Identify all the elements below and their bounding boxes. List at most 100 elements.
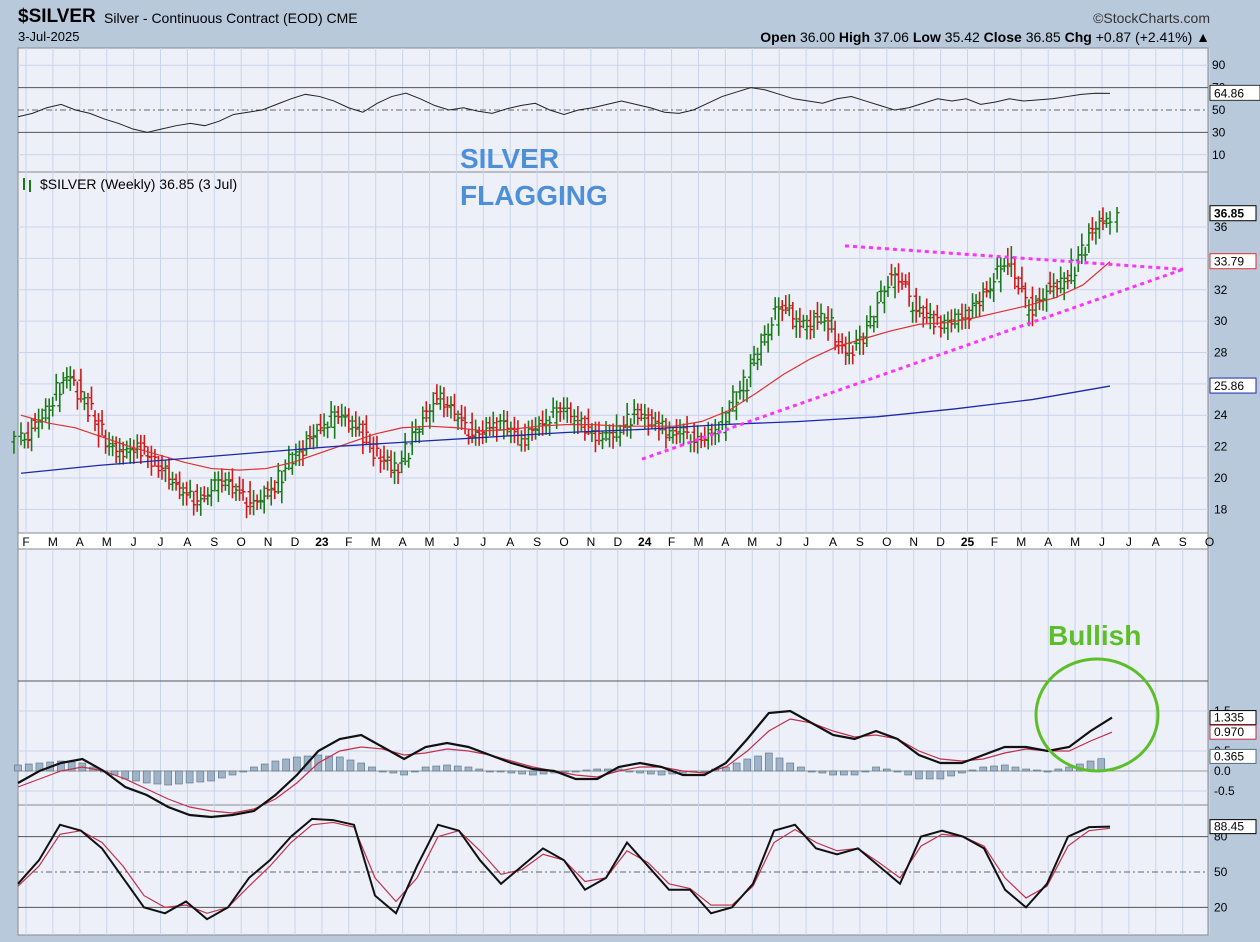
price-bar (166, 457, 172, 490)
price-bar (124, 440, 130, 459)
x-tick-label: J (776, 535, 782, 549)
macd-histogram-bar (947, 770, 955, 777)
price-bar (910, 301, 916, 323)
macd-histogram-bar (1065, 766, 1073, 772)
stoch-tick-label: 20 (1214, 900, 1228, 914)
price-bar (451, 393, 457, 422)
price-bar (275, 462, 281, 494)
macd-tick-label: -0.5 (1214, 784, 1235, 798)
price-bar (318, 413, 324, 435)
price-bar (483, 417, 489, 443)
price-bar (110, 435, 116, 457)
price-bar (892, 267, 898, 299)
price-bar (1058, 266, 1064, 294)
price-bar (437, 385, 443, 410)
price-bar (222, 472, 228, 491)
price-bar (455, 410, 461, 430)
price-bar (311, 424, 317, 450)
price-bar (670, 427, 676, 444)
stoch-value-label: 88.45 (1214, 820, 1244, 834)
price-bar (339, 403, 345, 427)
price-bar (786, 294, 792, 317)
macd-histogram-bar (518, 770, 526, 775)
price-bar (377, 448, 383, 473)
stoch-tick-label: 50 (1214, 865, 1228, 879)
price-bar (518, 430, 524, 452)
price-bar (1015, 276, 1021, 295)
macd-histogram-bar (893, 770, 902, 773)
x-tick-label: F (22, 535, 29, 549)
price-bar (934, 304, 940, 326)
price-bar (363, 415, 369, 444)
price-bar (353, 411, 359, 437)
price-bar (1072, 266, 1078, 290)
price-bar (906, 272, 912, 307)
price-label-box (1209, 253, 1257, 270)
price-bar (74, 381, 80, 410)
macd-histogram-bar (958, 770, 966, 774)
price-bar (1065, 270, 1071, 290)
rsi-tick-label: 90 (1212, 58, 1226, 72)
price-bar (131, 439, 137, 464)
price-bar (726, 400, 732, 425)
macd-histogram-bar (840, 770, 848, 776)
x-tick-label: M (48, 535, 58, 549)
price-bar (903, 274, 909, 288)
price-bar (585, 408, 591, 436)
price-bar (663, 418, 669, 449)
macd-histogram-bar (335, 756, 344, 772)
x-tick-label: O (882, 535, 891, 549)
price-bar (434, 384, 440, 406)
price-tick-label: 36 (1214, 220, 1228, 234)
macd-histogram-bar (217, 770, 226, 779)
price-bar (194, 484, 200, 512)
price-bar (473, 419, 479, 446)
x-tick-label: M (747, 535, 757, 549)
price-bar (261, 485, 267, 514)
price-bar (998, 257, 1004, 293)
price-bar (610, 423, 616, 449)
macd-histogram-bar (786, 762, 795, 772)
price-bar (1001, 258, 1007, 273)
price-bar (177, 471, 183, 500)
macd-histogram-bar (411, 770, 419, 773)
price-bar (1047, 271, 1053, 295)
price-bar (180, 482, 186, 506)
x-tick-label: N (264, 535, 273, 549)
price-bar (406, 452, 412, 468)
price-bar (106, 432, 112, 456)
price-bar (1079, 233, 1085, 264)
macd-value-box (1209, 748, 1257, 764)
x-tick-label: M (425, 535, 435, 549)
macd-histogram-bar (432, 765, 441, 772)
x-tick-label: A (721, 535, 729, 549)
x-tick-label: O (559, 535, 568, 549)
annotation-flagging: FLAGGING (460, 180, 608, 211)
price-bar (162, 459, 168, 483)
price-bar (769, 317, 775, 341)
price-bar (113, 436, 119, 464)
price-bar (948, 309, 954, 333)
macd-histogram-bar (357, 762, 366, 772)
x-tick-label: F (668, 535, 675, 549)
price-bar (628, 418, 634, 439)
price-bar (184, 481, 190, 506)
macd-histogram-bar (325, 755, 333, 772)
price-bar (966, 306, 972, 329)
macd-histogram-bar (453, 765, 462, 772)
macd-histogram-bar (260, 763, 269, 772)
macd-histogram-bar (593, 768, 601, 772)
price-bar (980, 282, 986, 312)
rsi-tick-label: 10 (1212, 148, 1226, 162)
price-bar (444, 396, 450, 417)
x-tick-label: F (991, 535, 998, 549)
macd-histogram-bar (625, 770, 634, 773)
ma-fast-line (20, 261, 1111, 471)
price-bar (120, 441, 126, 465)
price-bar (240, 478, 246, 501)
price-bar (797, 307, 803, 338)
price-bar (159, 454, 165, 480)
macd-signal-line (17, 718, 1113, 814)
price-bar (18, 422, 24, 446)
